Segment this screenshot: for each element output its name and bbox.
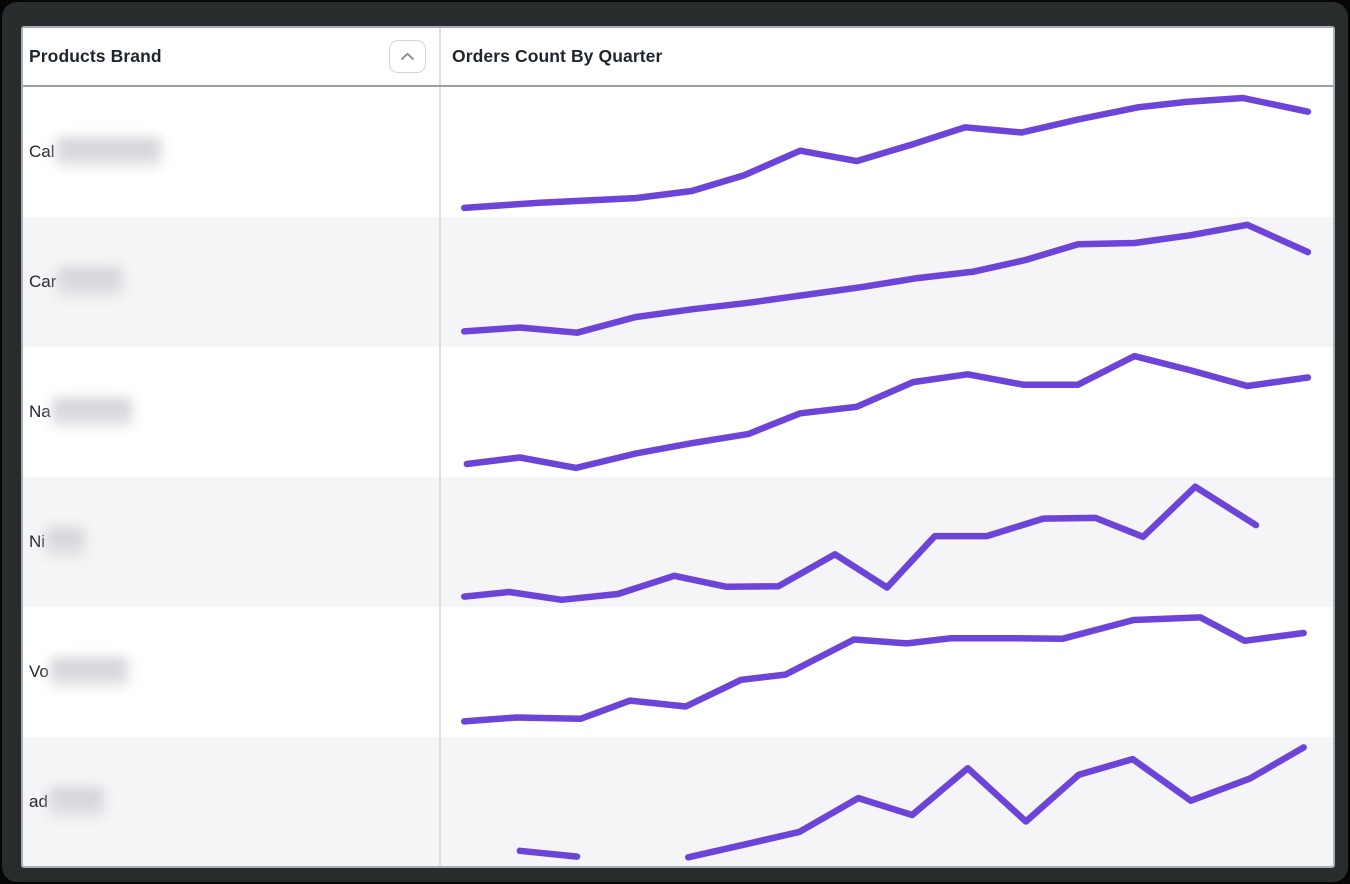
- table-row: Cal: [23, 87, 1333, 217]
- results-table-panel: Products Brand Orders Count By Quarter C…: [21, 26, 1335, 868]
- sparkline-chart: [516, 744, 1307, 861]
- redacted-brand-text: [49, 658, 128, 686]
- sparkline-cell: [441, 87, 1333, 217]
- orders-count-header-label: Orders Count By Quarter: [452, 46, 663, 66]
- table-row: Na: [23, 347, 1333, 477]
- table-row: ad: [23, 737, 1333, 866]
- sparkline-chart: [461, 483, 1260, 604]
- brand-cell: Cal: [23, 87, 441, 217]
- sparkline-chart: [463, 352, 1312, 472]
- sparkline-cell: [441, 477, 1333, 607]
- redacted-brand-text: [48, 788, 104, 816]
- redacted-brand-text: [55, 138, 161, 166]
- brand-label: Ni: [29, 532, 46, 551]
- column-header-orders-count: Orders Count By Quarter: [441, 28, 1333, 85]
- brand-label: ad: [29, 792, 48, 811]
- brand-cell: Na: [23, 347, 441, 477]
- table-header-row: Products Brand Orders Count By Quarter: [23, 28, 1333, 87]
- brand-cell: Ni: [23, 477, 441, 607]
- products-brand-header-label: Products Brand: [29, 46, 162, 66]
- sparkline-chart: [461, 614, 1307, 725]
- redacted-brand-text: [46, 528, 85, 556]
- column-header-products-brand: Products Brand: [23, 28, 441, 85]
- table-body: Cal Car Na Ni Vo ad: [23, 87, 1333, 866]
- sparkline-cell: [441, 347, 1333, 477]
- sparkline-cell: [441, 607, 1333, 737]
- sort-ascending-button[interactable]: [389, 40, 426, 73]
- brand-cell: Car: [23, 217, 441, 347]
- table-row: Car: [23, 217, 1333, 347]
- sparkline-cell: [441, 737, 1333, 866]
- brand-label: Na: [29, 402, 51, 421]
- sparkline-chart: [461, 221, 1312, 336]
- brand-label: Car: [29, 272, 57, 291]
- redacted-brand-text: [51, 398, 132, 426]
- brand-cell: ad: [23, 737, 441, 866]
- sparkline-cell: [441, 217, 1333, 347]
- table-row: Vo: [23, 607, 1333, 737]
- brand-cell: Vo: [23, 607, 441, 737]
- redacted-brand-text: [57, 268, 123, 296]
- table-row: Ni: [23, 477, 1333, 607]
- brand-label: Cal: [29, 142, 55, 161]
- chevron-up-icon: [400, 52, 415, 61]
- sparkline-chart: [461, 94, 1312, 212]
- brand-label: Vo: [29, 662, 49, 681]
